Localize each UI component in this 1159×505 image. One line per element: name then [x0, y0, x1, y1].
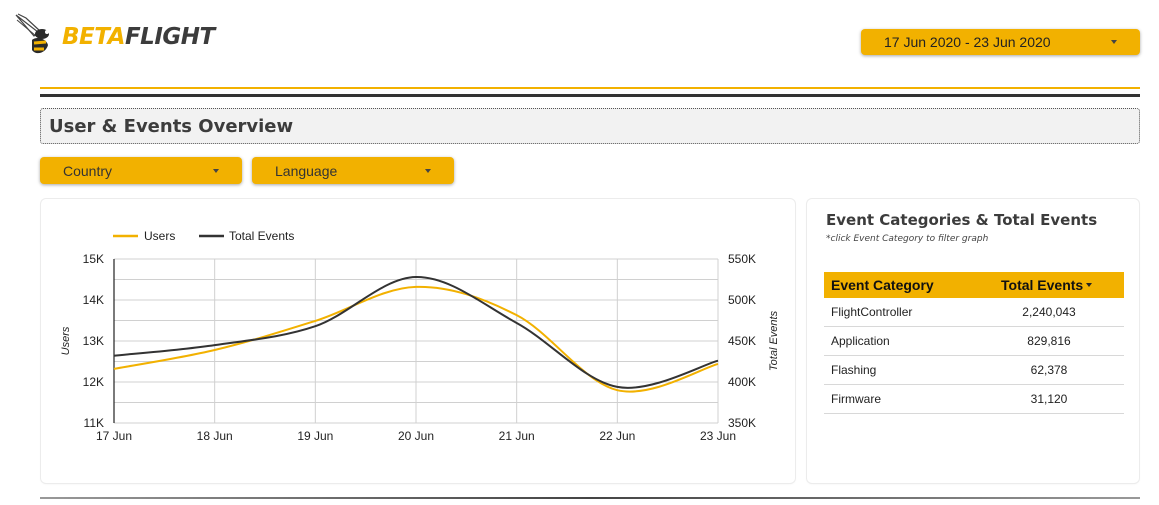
- logo-wordmark: BETAFLIGHT: [62, 24, 215, 50]
- total-events-line[interactable]: [113, 276, 719, 389]
- section-title: User & Events Overview: [49, 115, 294, 137]
- divider-bottom: [40, 497, 1140, 499]
- country-filter-label: Country: [63, 162, 113, 179]
- y-tick-label: 11K: [84, 416, 104, 430]
- section-header: User & Events Overview: [40, 108, 1140, 144]
- divider-dark: [40, 94, 1140, 97]
- cell-total: 62,378: [1030, 363, 1068, 377]
- table-row[interactable]: Flashing 62,378: [824, 356, 1124, 385]
- y2-tick-label: 550K: [728, 252, 756, 266]
- y2-tick-label: 400K: [728, 375, 756, 389]
- cell-category: FlightController: [831, 305, 913, 319]
- divider-yellow: [40, 87, 1140, 89]
- cell-category: Flashing: [831, 363, 877, 377]
- y-axis-title: Users: [60, 326, 72, 355]
- y2-axis-title: Total Events: [768, 310, 780, 371]
- cell-category: Firmware: [831, 392, 881, 406]
- chart-axes: 11K 12K 13K 14K 15K 350K 400K 450K 500K 550K 17 Ju…: [83, 252, 756, 443]
- betaflight-logo: BETAFLIGHT: [14, 10, 259, 60]
- cell-total: 2,240,043: [1022, 305, 1076, 319]
- table-header: Event Category Total Events: [824, 272, 1124, 298]
- y2-tick-label: 450K: [728, 334, 756, 348]
- users-line[interactable]: [113, 285, 719, 393]
- date-range-picker[interactable]: 17 Jun 2020 - 23 Jun 2020: [861, 29, 1140, 55]
- bee-icon: [15, 13, 49, 54]
- chart-lines[interactable]: [113, 276, 719, 393]
- table-row[interactable]: Application 829,816: [824, 327, 1124, 356]
- chart-legend[interactable]: Users Total Events: [113, 229, 294, 243]
- cell-total: 31,120: [1030, 392, 1068, 406]
- dropdown-caret-icon: [213, 169, 219, 173]
- x-tick-label: 17 Jun: [96, 429, 132, 443]
- dropdown-caret-icon: [425, 169, 431, 173]
- users-events-line-chart[interactable]: 11K 12K 13K 14K 15K 350K 400K 450K 500K 550K 17 Ju…: [41, 199, 795, 483]
- event-categories-card: Event Categories & Total Events *click E…: [807, 199, 1139, 483]
- y2-tick-label: 500K: [728, 293, 756, 307]
- x-tick-label: 18 Jun: [197, 429, 233, 443]
- language-filter[interactable]: Language: [252, 157, 454, 184]
- y-tick-label: 15K: [83, 252, 104, 266]
- column-header-total-events[interactable]: Total Events: [974, 277, 1124, 293]
- legend-events-label[interactable]: Total Events: [229, 229, 294, 243]
- x-tick-label: 22 Jun: [599, 429, 635, 443]
- table-row[interactable]: Firmware 31,120: [824, 385, 1124, 414]
- cell-category: Application: [831, 334, 890, 348]
- date-range-label: 17 Jun 2020 - 23 Jun 2020: [884, 34, 1051, 50]
- x-tick-label: 23 Jun: [700, 429, 736, 443]
- country-filter[interactable]: Country: [40, 157, 242, 184]
- column-header-total-events-label: Total Events: [1001, 277, 1084, 293]
- chart-grid: [113, 258, 719, 424]
- column-header-event-category[interactable]: Event Category: [831, 277, 934, 293]
- x-tick-label: 19 Jun: [297, 429, 333, 443]
- y-tick-label: 14K: [83, 293, 104, 307]
- y2-tick-label: 350K: [728, 416, 756, 430]
- dropdown-caret-icon: [1111, 40, 1117, 44]
- x-tick-label: 21 Jun: [499, 429, 535, 443]
- sort-desc-icon: [1086, 283, 1092, 287]
- cell-total: 829,816: [1027, 334, 1071, 348]
- table-row[interactable]: FlightController 2,240,043: [824, 298, 1124, 327]
- users-events-chart-card: 11K 12K 13K 14K 15K 350K 400K 450K 500K 550K 17 Ju…: [41, 199, 795, 483]
- event-categories-table: Event Category Total Events FlightContro…: [824, 272, 1124, 414]
- y-tick-label: 13K: [83, 334, 104, 348]
- legend-users-label[interactable]: Users: [144, 229, 175, 243]
- x-tick-label: 20 Jun: [398, 429, 434, 443]
- table-title: Event Categories & Total Events: [826, 211, 1098, 229]
- y-tick-label: 12K: [83, 375, 104, 389]
- language-filter-label: Language: [275, 162, 338, 179]
- table-subtitle: *click Event Category to filter graph: [826, 234, 989, 244]
